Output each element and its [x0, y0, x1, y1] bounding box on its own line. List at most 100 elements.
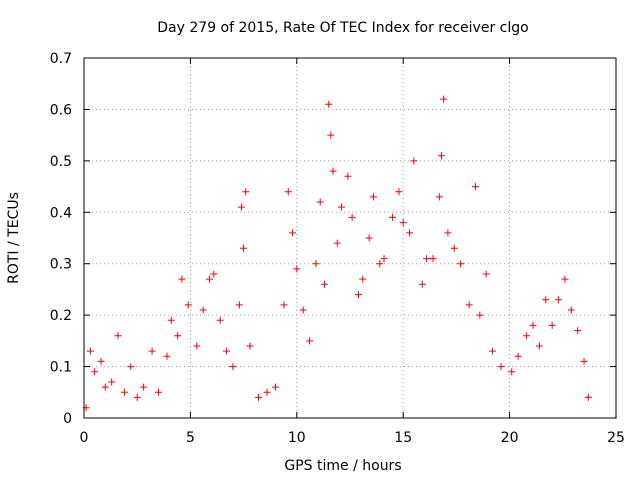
data-point	[272, 383, 280, 391]
data-point	[389, 213, 397, 221]
y-tick-label: 0.7	[50, 51, 72, 67]
data-point	[320, 280, 328, 288]
data-point	[418, 280, 426, 288]
data-point	[444, 229, 452, 237]
data-point	[348, 213, 356, 221]
data-point	[472, 183, 480, 191]
data-point	[555, 296, 563, 304]
data-point	[535, 342, 543, 350]
data-point	[237, 203, 245, 211]
x-axis-ticks: 0 5 10 15 20 25	[80, 58, 625, 446]
data-point	[293, 265, 301, 273]
data-points	[82, 95, 592, 412]
data-point	[584, 393, 592, 401]
data-point	[86, 347, 94, 355]
data-point	[423, 255, 431, 263]
data-point	[263, 388, 271, 396]
data-point	[369, 193, 377, 201]
data-point	[101, 383, 109, 391]
data-point	[108, 378, 116, 386]
y-axis-label: ROTI / TECUs	[6, 192, 22, 284]
data-point	[299, 306, 307, 314]
data-point	[316, 198, 324, 206]
data-point	[216, 316, 224, 324]
data-point	[167, 316, 175, 324]
data-point	[514, 352, 522, 360]
data-point	[199, 306, 207, 314]
grid-lines	[84, 58, 616, 418]
data-point	[450, 244, 458, 252]
data-point	[280, 301, 288, 309]
data-point	[410, 157, 418, 165]
chart-title: Day 279 of 2015, Rate Of TEC Index for r…	[157, 20, 528, 36]
data-point	[91, 368, 99, 376]
data-point	[435, 193, 443, 201]
y-tick-label: 0.3	[50, 257, 72, 273]
data-point	[193, 342, 201, 350]
data-point	[154, 388, 162, 396]
data-point	[395, 188, 403, 196]
data-point	[489, 347, 497, 355]
data-point	[580, 357, 588, 365]
x-tick-label: 0	[80, 430, 89, 446]
data-point	[306, 337, 314, 345]
y-tick-label: 0.5	[50, 154, 72, 170]
data-point	[406, 229, 414, 237]
data-point	[365, 234, 373, 242]
data-point	[542, 296, 550, 304]
data-point	[312, 260, 320, 268]
data-point	[223, 347, 231, 355]
y-tick-label: 0.2	[50, 308, 72, 324]
data-point	[327, 131, 335, 139]
x-axis-label: GPS time / hours	[284, 458, 401, 474]
data-point	[120, 388, 128, 396]
data-point	[174, 332, 182, 340]
data-point	[240, 244, 248, 252]
data-point	[359, 275, 367, 283]
x-tick-label: 5	[186, 430, 195, 446]
data-point	[210, 270, 218, 278]
data-point	[178, 275, 186, 283]
data-point	[440, 95, 448, 103]
data-point	[457, 260, 465, 268]
data-point	[337, 203, 345, 211]
y-tick-label: 0.1	[50, 360, 72, 376]
data-point	[235, 301, 243, 309]
data-point	[246, 342, 254, 350]
data-point	[242, 188, 250, 196]
data-point	[184, 301, 192, 309]
data-point	[438, 152, 446, 160]
data-point	[376, 260, 384, 268]
data-point	[329, 167, 337, 175]
data-point	[333, 239, 341, 247]
data-point	[344, 172, 352, 180]
y-tick-label: 0	[63, 411, 72, 427]
data-point	[289, 229, 297, 237]
data-point	[163, 352, 171, 360]
data-point	[508, 368, 516, 376]
x-tick-label: 15	[394, 430, 412, 446]
data-point	[548, 321, 556, 329]
data-point	[567, 306, 575, 314]
data-point	[140, 383, 148, 391]
y-tick-label: 0.4	[50, 205, 72, 221]
data-point	[482, 270, 490, 278]
data-point	[574, 327, 582, 335]
y-tick-label: 0.6	[50, 102, 72, 118]
data-point	[229, 363, 237, 371]
data-point	[429, 255, 437, 263]
data-point	[133, 393, 141, 401]
data-point	[380, 255, 388, 263]
data-point	[399, 219, 407, 227]
data-point	[325, 100, 333, 108]
data-point	[476, 311, 484, 319]
data-point	[465, 301, 473, 309]
data-point	[529, 321, 537, 329]
data-point	[254, 393, 262, 401]
x-tick-label: 20	[501, 430, 519, 446]
data-point	[148, 347, 156, 355]
data-point	[97, 357, 105, 365]
data-point	[561, 275, 569, 283]
data-point	[523, 332, 531, 340]
